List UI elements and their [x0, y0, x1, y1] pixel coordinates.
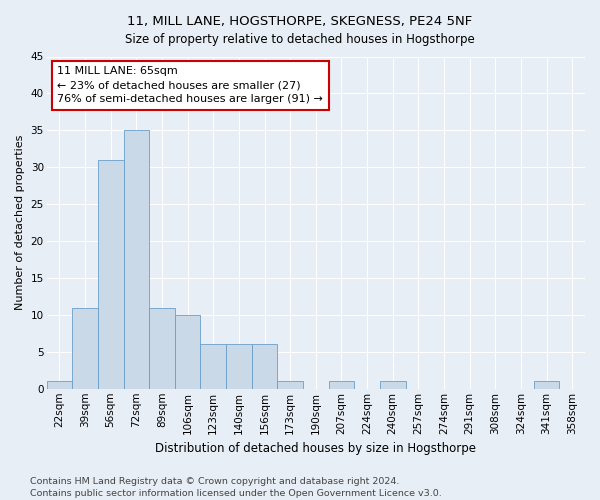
Text: Contains HM Land Registry data © Crown copyright and database right 2024.
Contai: Contains HM Land Registry data © Crown c… — [30, 476, 442, 498]
Bar — [277, 382, 303, 389]
Bar — [200, 344, 226, 389]
Y-axis label: Number of detached properties: Number of detached properties — [15, 135, 25, 310]
Bar — [380, 382, 406, 389]
Bar — [98, 160, 124, 389]
Bar — [175, 315, 200, 389]
Bar — [124, 130, 149, 389]
Bar — [534, 382, 559, 389]
Bar — [329, 382, 354, 389]
Bar — [47, 382, 72, 389]
X-axis label: Distribution of detached houses by size in Hogsthorpe: Distribution of detached houses by size … — [155, 442, 476, 455]
Text: Size of property relative to detached houses in Hogsthorpe: Size of property relative to detached ho… — [125, 32, 475, 46]
Bar — [226, 344, 251, 389]
Bar — [251, 344, 277, 389]
Text: 11, MILL LANE, HOGSTHORPE, SKEGNESS, PE24 5NF: 11, MILL LANE, HOGSTHORPE, SKEGNESS, PE2… — [127, 15, 473, 28]
Bar — [149, 308, 175, 389]
Text: 11 MILL LANE: 65sqm
← 23% of detached houses are smaller (27)
76% of semi-detach: 11 MILL LANE: 65sqm ← 23% of detached ho… — [58, 66, 323, 104]
Bar — [72, 308, 98, 389]
